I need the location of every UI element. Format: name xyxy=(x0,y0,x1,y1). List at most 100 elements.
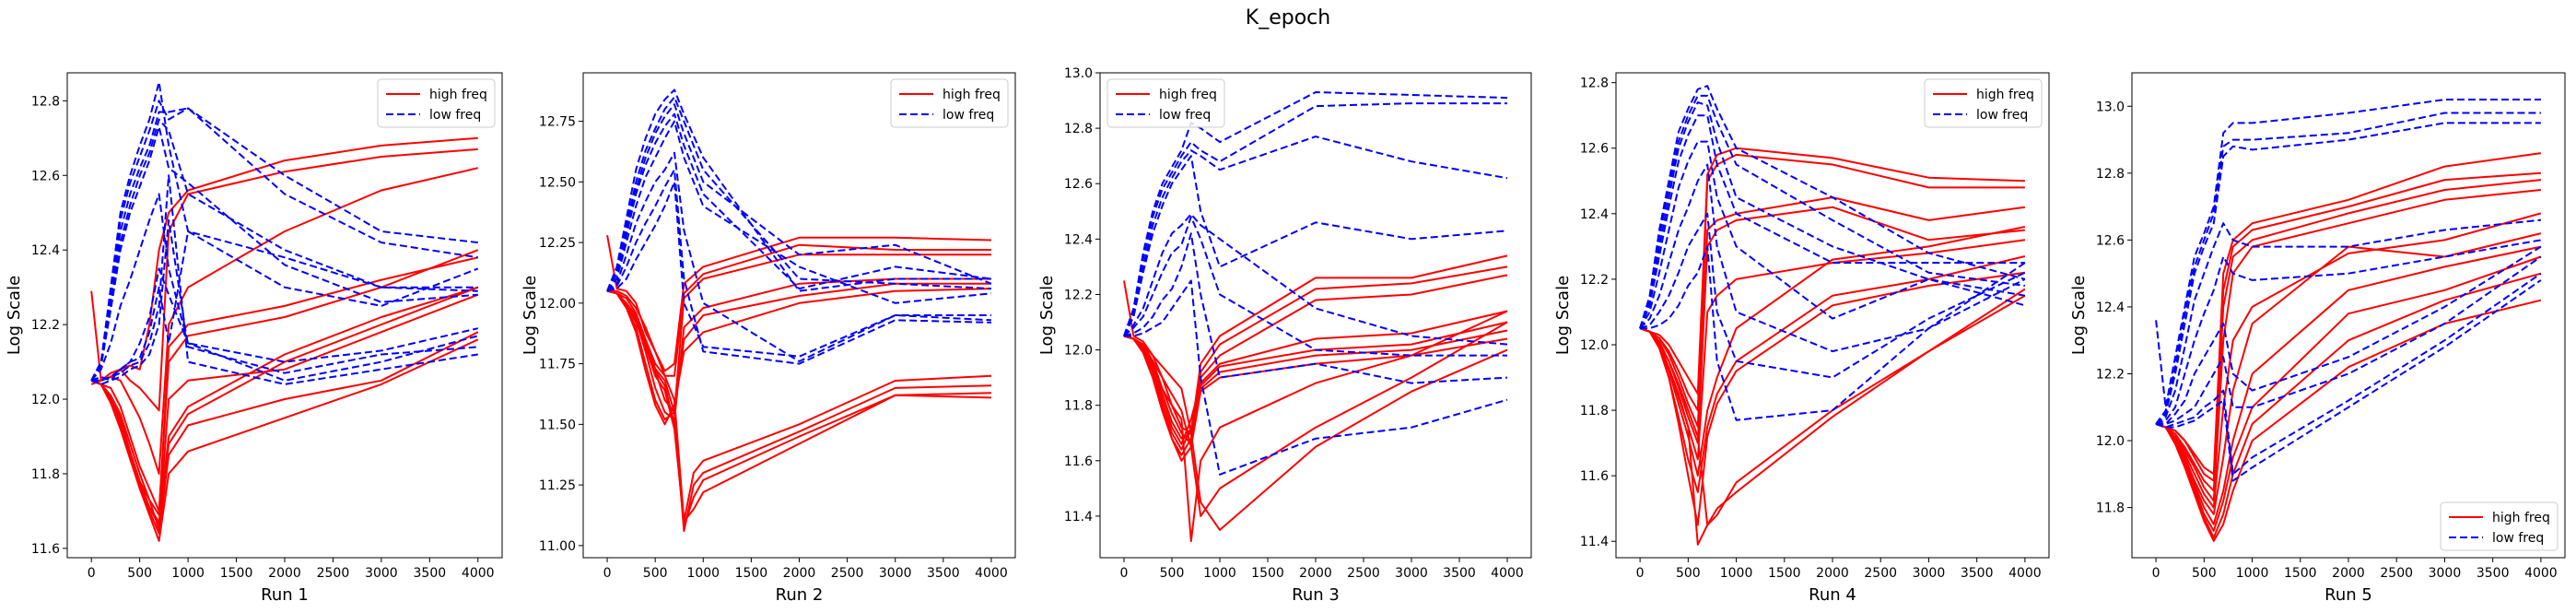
legend-box xyxy=(1107,78,1225,128)
series-line-low-11 xyxy=(90,81,478,382)
series-line-high-9 xyxy=(606,289,991,527)
y-tick-label: 12.6 xyxy=(1064,177,1093,192)
legend-label-low: low freq xyxy=(1159,108,1211,123)
series-line-high-8 xyxy=(90,293,479,527)
y-tick-label: 12.25 xyxy=(539,236,576,251)
y-axis-label: Log Scale xyxy=(1553,276,1573,355)
y-tick-label: 12.4 xyxy=(2096,301,2125,315)
series-line-high-1 xyxy=(606,235,991,372)
series-line-low-16 xyxy=(1123,216,1507,357)
x-tick-label: 3000 xyxy=(1395,566,1428,581)
y-axis-label: Log Scale xyxy=(521,276,540,355)
series-line-high-9 xyxy=(2155,272,2542,539)
y-tick-label: 12.00 xyxy=(539,297,576,312)
series-line-low-15 xyxy=(606,120,992,304)
series-line-low-20 xyxy=(90,218,478,385)
x-tick-label: 1000 xyxy=(1720,566,1753,581)
series-line-high-6 xyxy=(2155,232,2542,515)
series-line-low-16 xyxy=(1639,163,2026,353)
x-axis-label: Run 5 xyxy=(2324,585,2372,605)
x-tick-label: 4000 xyxy=(2008,566,2042,581)
series-line-high-9 xyxy=(1123,321,1508,517)
y-tick-label: 12.4 xyxy=(1064,232,1093,247)
series-line-low-12 xyxy=(2155,112,2541,425)
subplot-1: 0 500 1000 1500 2000 2500 3000 3500 4000 11.6 11.8… xyxy=(5,72,503,605)
series-line-low-15 xyxy=(1639,140,2026,329)
y-tick-label: 13.0 xyxy=(1064,66,1093,81)
legend-box xyxy=(1924,78,2043,128)
series-line-low-17 xyxy=(606,169,991,365)
y-tick-label: 12.4 xyxy=(31,243,60,258)
series-line-low-13 xyxy=(1639,101,2026,329)
y-tick-label: 12.2 xyxy=(1064,288,1093,302)
figure-title: K_epoch xyxy=(1246,6,1330,29)
legend-label-high: high freq xyxy=(2492,511,2550,525)
series-line-low-18 xyxy=(606,181,991,358)
x-tick-label: 2000 xyxy=(2332,566,2365,581)
x-tick-label: 3500 xyxy=(1961,566,1994,581)
series-line-low-12 xyxy=(606,96,991,292)
series-line-low-11 xyxy=(2155,99,2541,408)
subplot-4: 0 500 1000 1500 2000 2500 3000 3500 4000 11.4 11.6… xyxy=(1553,72,2050,605)
series-line-low-18 xyxy=(1124,279,1508,476)
series-line-high-8 xyxy=(1639,271,2026,526)
legend-label-low: low freq xyxy=(2492,531,2544,546)
x-tick-label: 3000 xyxy=(879,566,912,581)
series-line-low-12 xyxy=(1639,94,2026,329)
x-tick-label: 1500 xyxy=(1768,566,1801,581)
axes-frame xyxy=(66,72,503,559)
x-tick-label: 3500 xyxy=(2476,566,2510,581)
series-line-low-13 xyxy=(2155,122,2541,425)
y-tick-label: 12.0 xyxy=(1064,344,1093,359)
y-tick-label: 12.0 xyxy=(31,393,60,407)
series-line-high-10 xyxy=(90,338,479,542)
y-tick-label: 12.2 xyxy=(2096,367,2125,382)
legend: high freq low freq xyxy=(2440,501,2558,551)
series-group xyxy=(2155,99,2542,542)
x-tick-label: 500 xyxy=(1676,566,1701,581)
x-tick-label: 1500 xyxy=(2284,566,2317,581)
series-line-high-10 xyxy=(1639,294,2026,546)
y-tick-label: 12.0 xyxy=(2096,434,2125,449)
x-tick-label: 2500 xyxy=(1864,566,1897,581)
legend: high freq low freq xyxy=(377,78,496,128)
x-tick-label: 4000 xyxy=(1491,566,1524,581)
y-tick-label: 12.8 xyxy=(31,94,60,109)
x-tick-label: 2000 xyxy=(1816,566,1849,581)
series-line-low-14 xyxy=(2155,218,2542,425)
series-line-low-15 xyxy=(1123,213,1508,346)
y-tick-label: 12.6 xyxy=(1580,142,1609,157)
legend-label-high: high freq xyxy=(1976,88,2034,102)
series-group xyxy=(606,88,992,533)
legend: high freq low freq xyxy=(1924,78,2043,128)
y-tick-label: 12.75 xyxy=(539,115,576,130)
legend-label-low: low freq xyxy=(1976,108,2028,123)
x-tick-label: 2000 xyxy=(1299,566,1332,581)
y-tick-label: 12.4 xyxy=(1580,207,1609,222)
y-tick-label: 11.00 xyxy=(539,539,576,554)
x-axis-label: Run 4 xyxy=(1809,585,1856,605)
y-tick-label: 11.6 xyxy=(1064,454,1093,469)
x-tick-label: 3500 xyxy=(1443,566,1476,581)
y-tick-label: 12.2 xyxy=(1580,273,1609,288)
series-line-low-18 xyxy=(1640,245,2026,421)
series-line-low-18 xyxy=(2155,272,2542,476)
series-line-high-10 xyxy=(2155,299,2542,542)
y-tick-label: 12.6 xyxy=(31,169,60,183)
x-tick-label: 4000 xyxy=(975,566,1008,581)
y-axis-label: Log Scale xyxy=(2069,276,2089,355)
series-line-high-2 xyxy=(1639,153,2025,412)
series-line-low-18 xyxy=(91,230,479,382)
series-line-high-2 xyxy=(607,243,991,377)
x-tick-label: 3000 xyxy=(365,566,398,581)
legend-box xyxy=(890,78,1009,128)
x-tick-label: 500 xyxy=(2192,566,2217,581)
x-tick-label: 2000 xyxy=(268,566,301,581)
series-line-low-19 xyxy=(2155,279,2542,482)
series-line-high-1 xyxy=(1639,147,2025,395)
series-line-low-16 xyxy=(606,151,991,362)
y-tick-label: 11.75 xyxy=(539,358,576,372)
series-line-high-10 xyxy=(606,289,991,523)
legend: high freq low freq xyxy=(1107,78,1225,128)
series-line-low-11 xyxy=(606,88,991,292)
